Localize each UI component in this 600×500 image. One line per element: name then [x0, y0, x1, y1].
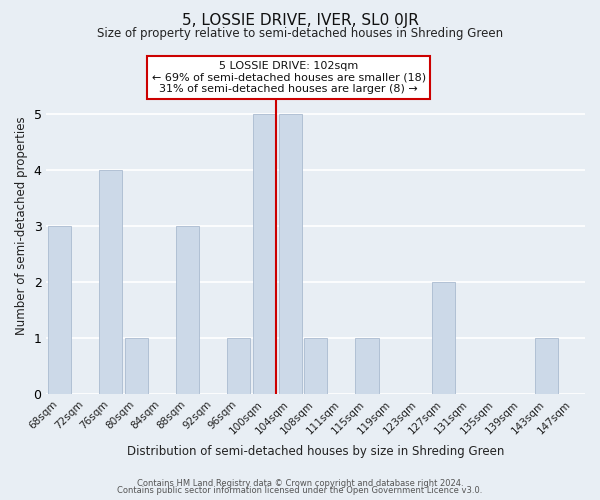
Y-axis label: Number of semi-detached properties: Number of semi-detached properties — [15, 116, 28, 336]
Bar — [227, 338, 250, 394]
Bar — [355, 338, 379, 394]
Text: 5, LOSSIE DRIVE, IVER, SL0 0JR: 5, LOSSIE DRIVE, IVER, SL0 0JR — [182, 12, 418, 28]
X-axis label: Distribution of semi-detached houses by size in Shreding Green: Distribution of semi-detached houses by … — [127, 444, 505, 458]
Bar — [176, 226, 199, 394]
Bar — [304, 338, 327, 394]
Bar — [535, 338, 558, 394]
Text: 5 LOSSIE DRIVE: 102sqm
← 69% of semi-detached houses are smaller (18)
31% of sem: 5 LOSSIE DRIVE: 102sqm ← 69% of semi-det… — [152, 61, 426, 94]
Bar — [99, 170, 122, 394]
Bar — [433, 282, 455, 395]
Bar — [125, 338, 148, 394]
Text: Contains public sector information licensed under the Open Government Licence v3: Contains public sector information licen… — [118, 486, 482, 495]
Bar — [253, 114, 276, 394]
Bar — [47, 226, 71, 394]
Bar — [278, 114, 302, 394]
Text: Contains HM Land Registry data © Crown copyright and database right 2024.: Contains HM Land Registry data © Crown c… — [137, 478, 463, 488]
Text: Size of property relative to semi-detached houses in Shreding Green: Size of property relative to semi-detach… — [97, 28, 503, 40]
